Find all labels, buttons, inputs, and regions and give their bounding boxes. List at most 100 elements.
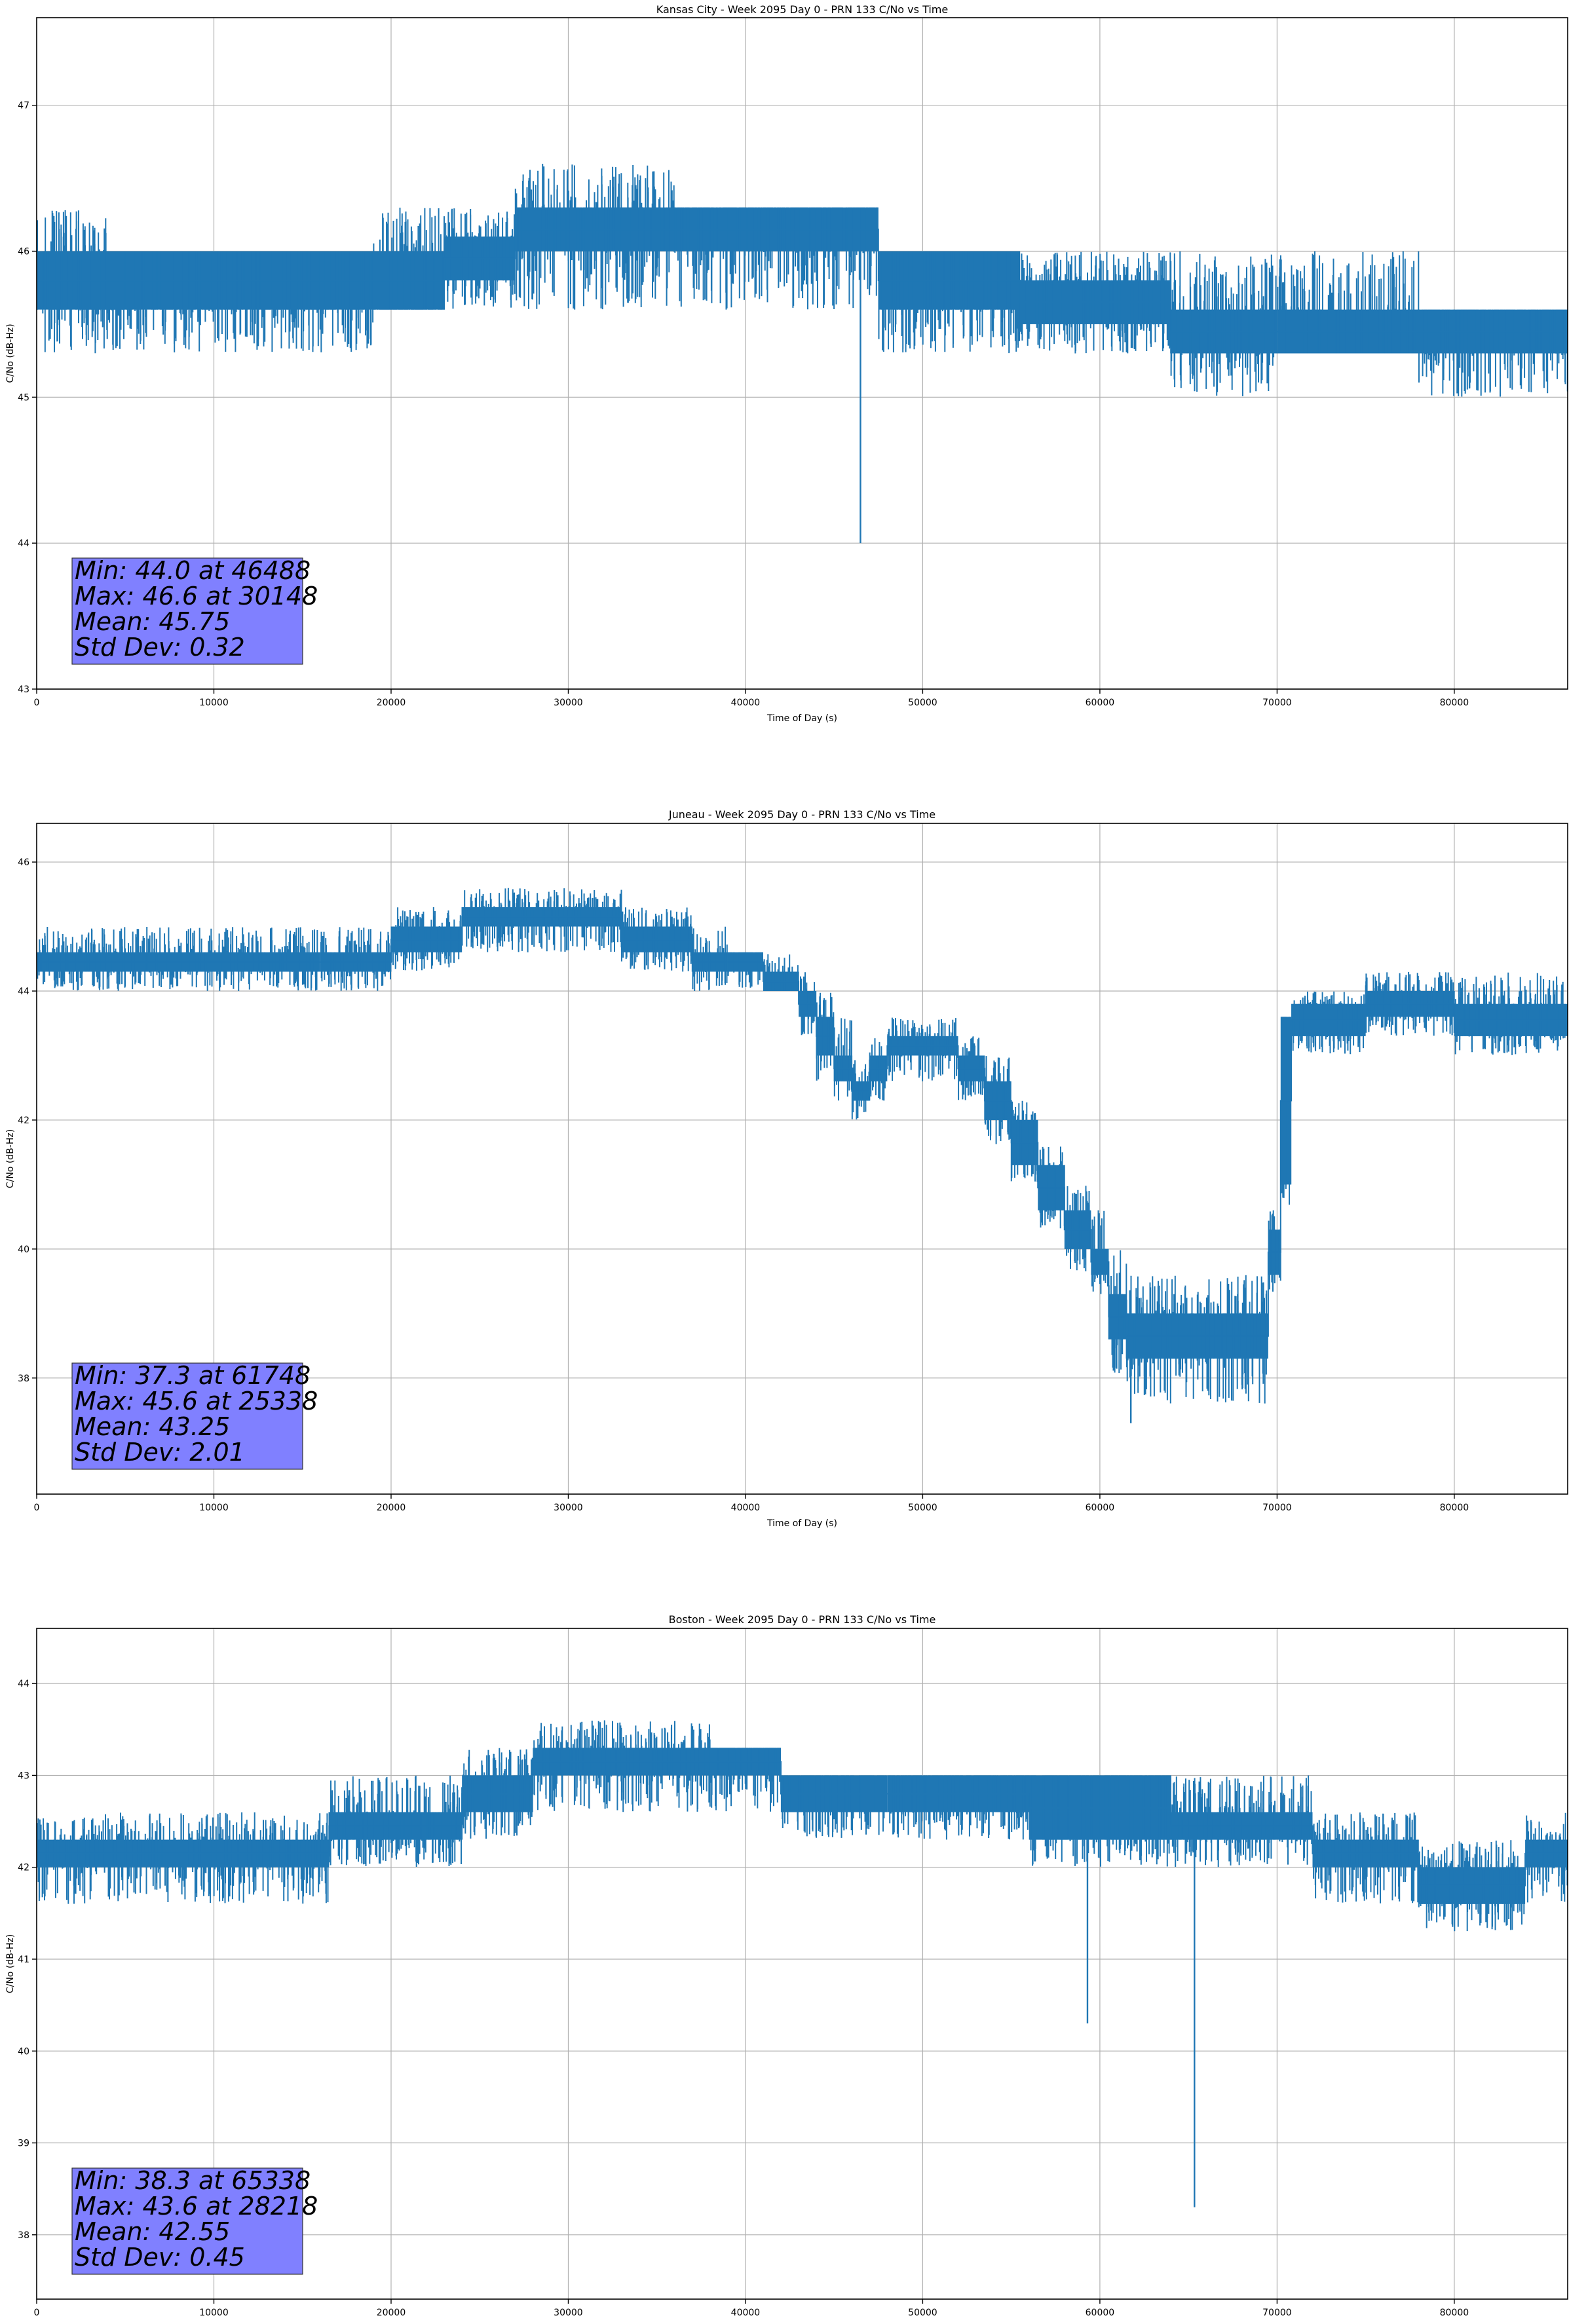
x-tick-label: 30000 bbox=[554, 2308, 583, 2318]
data-trace bbox=[37, 1761, 1568, 1886]
x-tick-label: 10000 bbox=[199, 2308, 229, 2318]
stats-min: Min: 38.3 at 65338 bbox=[75, 2166, 311, 2195]
data-noise bbox=[320, 927, 392, 991]
data-noise bbox=[37, 927, 318, 991]
x-tick-label: 50000 bbox=[908, 1503, 937, 1513]
data-noise bbox=[1039, 1146, 1065, 1229]
x-axis-label: Time of Day (s) bbox=[766, 713, 837, 724]
x-tick-label: 50000 bbox=[908, 698, 937, 708]
axes-frame bbox=[36, 17, 1568, 690]
data-noise bbox=[816, 992, 835, 1081]
data-noise bbox=[1171, 1775, 1313, 1867]
data-noise bbox=[1526, 1812, 1568, 1903]
chart-panel-1: 0 10000 20000 30000 40000 50000 60000 70000 8000… bbox=[5, 3, 1568, 724]
data-noise bbox=[958, 1036, 985, 1100]
chart-title: Juneau - Week 2095 Day 0 - PRN 133 C/No … bbox=[668, 808, 936, 821]
chart-panel-3: 0 10000 20000 30000 40000 50000 60000 70000 8000… bbox=[5, 1613, 1568, 2324]
y-axis-label: C/No (dB-Hz) bbox=[5, 1129, 16, 1188]
data-noise bbox=[887, 1017, 958, 1081]
data-noise bbox=[869, 1038, 886, 1101]
y-tick-label: 43 bbox=[18, 1771, 29, 1781]
data-noise bbox=[851, 1059, 871, 1119]
x-tick-label: 20000 bbox=[377, 2308, 406, 2318]
stats-std: Std Dev: 0.45 bbox=[75, 2243, 245, 2272]
x-tick-label: 80000 bbox=[1440, 1503, 1469, 1513]
y-tick-label: 43 bbox=[18, 684, 29, 695]
data-noise bbox=[1313, 1812, 1419, 1903]
y-tick-label: 46 bbox=[18, 857, 29, 868]
stats-box-background bbox=[71, 557, 303, 665]
y-tick-label: 44 bbox=[18, 1679, 29, 1689]
x-tick-label: 20000 bbox=[377, 1503, 406, 1513]
x-tick-label: 0 bbox=[34, 2308, 40, 2318]
stats-min: Min: 44.0 at 46488 bbox=[75, 556, 311, 585]
stats-max: Max: 46.6 at 30148 bbox=[75, 582, 318, 610]
y-tick-label: 44 bbox=[18, 538, 29, 549]
series-1 bbox=[37, 164, 1568, 544]
y-tick-label: 45 bbox=[18, 392, 29, 403]
stats-box-background bbox=[71, 1362, 303, 1470]
data-noise bbox=[461, 888, 550, 952]
data-noise bbox=[533, 1720, 622, 1811]
y-axis-label: C/No (dB-Hz) bbox=[5, 324, 16, 383]
x-tick-label: 70000 bbox=[1262, 1503, 1292, 1513]
x-tick-label: 10000 bbox=[199, 698, 229, 708]
y-tick-label: 40 bbox=[18, 1245, 29, 1255]
stats-std: Std Dev: 0.32 bbox=[75, 633, 245, 662]
stats-box-background bbox=[71, 2167, 303, 2275]
x-tick-label: 0 bbox=[34, 1503, 40, 1513]
x-tick-label: 60000 bbox=[1086, 2308, 1115, 2318]
x-tick-label: 10000 bbox=[199, 1503, 229, 1513]
x-tick-label: 50000 bbox=[908, 2308, 937, 2318]
x-tick-label: 0 bbox=[34, 698, 40, 708]
x-tick-label: 40000 bbox=[731, 698, 761, 708]
data-noise bbox=[1281, 1017, 1292, 1205]
stats-mean: Mean: 42.55 bbox=[75, 2217, 230, 2246]
y-tick-label: 41 bbox=[18, 1955, 29, 1965]
x-tick-label: 40000 bbox=[731, 2308, 761, 2318]
y-axis-label: C/No (dB-Hz) bbox=[5, 1934, 16, 1993]
data-noise bbox=[1292, 991, 1365, 1055]
x-tick-label: 20000 bbox=[377, 698, 406, 708]
series-1 bbox=[37, 1720, 1568, 2207]
x-tick-label: 60000 bbox=[1086, 698, 1115, 708]
x-axis-label: Time of Day (s) bbox=[766, 1518, 837, 1529]
stats-max: Max: 43.6 at 28218 bbox=[75, 2192, 318, 2221]
data-noise bbox=[1170, 251, 1277, 396]
stats-max: Max: 45.6 at 25338 bbox=[75, 1387, 318, 1415]
chart-title: Boston - Week 2095 Day 0 - PRN 133 C/No … bbox=[669, 1613, 936, 1626]
data-trace bbox=[37, 916, 1568, 1337]
y-tick-label: 46 bbox=[18, 247, 29, 257]
y-tick-label: 38 bbox=[18, 1374, 29, 1384]
data-noise bbox=[1091, 1210, 1108, 1294]
x-tick-label: 30000 bbox=[554, 698, 583, 708]
x-tick-label: 60000 bbox=[1086, 1503, 1115, 1513]
x-tick-label: 70000 bbox=[1262, 2308, 1292, 2318]
data-noise bbox=[1418, 1840, 1525, 1932]
y-tick-label: 40 bbox=[18, 2046, 29, 2057]
stats-mean: Mean: 45.75 bbox=[75, 607, 230, 636]
data-noise bbox=[445, 208, 516, 309]
x-tick-label: 30000 bbox=[554, 1503, 583, 1513]
data-noise bbox=[390, 1775, 463, 1867]
axes-frame bbox=[36, 1628, 1568, 2300]
data-noise bbox=[620, 907, 692, 972]
y-tick-label: 42 bbox=[18, 1863, 29, 1873]
stats-std: Std Dev: 2.01 bbox=[75, 1438, 245, 1467]
data-noise bbox=[514, 164, 675, 310]
data-noise bbox=[390, 907, 461, 971]
x-tick-label: 80000 bbox=[1440, 698, 1469, 708]
data-noise bbox=[1365, 971, 1455, 1036]
data-noise bbox=[1205, 1275, 1268, 1404]
stats-min: Min: 37.3 at 61748 bbox=[75, 1361, 311, 1390]
y-tick-label: 38 bbox=[18, 2230, 29, 2241]
axes-frame bbox=[36, 823, 1568, 1495]
data-trace bbox=[37, 229, 1568, 333]
y-tick-label: 42 bbox=[18, 1115, 29, 1126]
x-tick-label: 80000 bbox=[1440, 2308, 1469, 2318]
x-tick-label: 40000 bbox=[731, 1503, 761, 1513]
chart-title: Kansas City - Week 2095 Day 0 - PRN 133 … bbox=[656, 3, 948, 16]
